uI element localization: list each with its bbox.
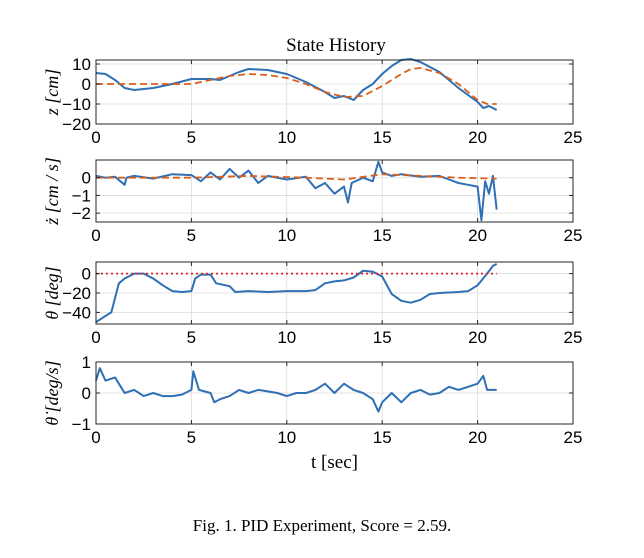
axes-frame (95, 59, 574, 125)
y-tick-label: 0 (82, 75, 91, 94)
y-tick-label: −1 (72, 415, 91, 434)
x-tick-label: 0 (91, 428, 100, 447)
chart-panel-3: 0 5 10 15 20 250−20−40θ [deg] (42, 261, 583, 347)
x-tick-label: 15 (373, 428, 392, 447)
y-tick-label: −1 (72, 186, 91, 205)
y-axis-label: θ [deg] (42, 266, 62, 319)
x-tick-label: 20 (468, 328, 487, 347)
x-tick-label: 0 (91, 328, 100, 347)
x-tick-label: 15 (373, 226, 392, 245)
x-tick-label: 10 (277, 428, 296, 447)
y-tick-label: −2 (72, 204, 91, 223)
y-axis-label: θ̇ [deg/s] (42, 360, 62, 425)
x-tick-label: 5 (187, 226, 196, 245)
y-tick-label: 0 (82, 169, 91, 188)
x-tick-label: 5 (187, 428, 196, 447)
y-tick-label: −20 (62, 284, 91, 303)
y-axis-label: z [cm] (42, 69, 62, 117)
x-tick-label: 25 (564, 328, 583, 347)
x-tick-label: 0 (91, 226, 100, 245)
x-tick-label: 25 (564, 226, 583, 245)
x-tick-label: 5 (187, 128, 196, 147)
x-tick-label: 10 (277, 226, 296, 245)
x-tick-label: 0 (91, 128, 100, 147)
x-tick-label: 25 (564, 128, 583, 147)
series-line-1 (95, 263, 498, 323)
x-tick-label: 5 (187, 328, 196, 347)
x-tick-label: 15 (373, 128, 392, 147)
y-tick-label: 0 (82, 384, 91, 403)
y-tick-label: 0 (82, 265, 91, 284)
x-tick-label: 10 (277, 128, 296, 147)
series-line-2 (96, 173, 497, 181)
x-tick-label: 15 (373, 328, 392, 347)
series-line-1 (95, 160, 498, 222)
figure-caption: Fig. 1. PID Experiment, Score = 2.59. (192, 516, 452, 535)
x-tick-label: 25 (564, 428, 583, 447)
x-axis-label: t [sec] (311, 452, 358, 473)
y-tick-label: −10 (62, 95, 91, 114)
x-tick-label: 20 (468, 226, 487, 245)
x-tick-label: 20 (468, 428, 487, 447)
series-line-2 (96, 67, 497, 105)
y-axis-label: ż [cm / s] (42, 157, 62, 226)
x-tick-label: 20 (468, 128, 487, 147)
axes-frame (95, 159, 574, 223)
x-tick-label: 10 (277, 328, 296, 347)
chart-panel-2: 0 5 10 15 20 250−1−2ż [cm / s] (42, 157, 582, 245)
y-tick-label: −40 (62, 303, 91, 322)
y-tick-label: 10 (72, 55, 91, 74)
y-tick-label: −20 (62, 115, 91, 134)
y-tick-label: 1 (82, 353, 91, 372)
series-line-1 (95, 367, 497, 413)
figure-title: State History (286, 35, 386, 56)
